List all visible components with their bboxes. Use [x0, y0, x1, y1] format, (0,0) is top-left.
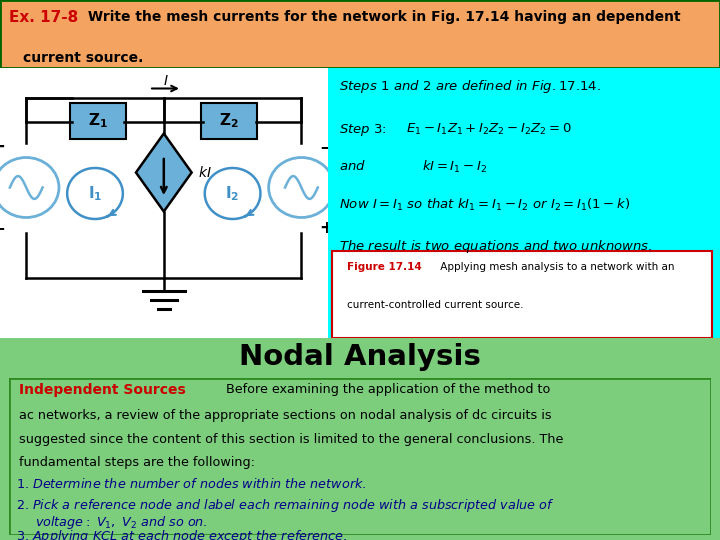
- Text: −: −: [0, 219, 5, 237]
- Text: $E_1 - I_1Z_1 + I_2Z_2 - I_2Z_2 = 0$: $E_1 - I_1Z_1 + I_2Z_2 - I_2Z_2 = 0$: [406, 122, 572, 137]
- Text: Applying mesh analysis to a network with an: Applying mesh analysis to a network with…: [438, 262, 675, 272]
- Text: $\mathit{Step\ 3}$:: $\mathit{Step\ 3}$:: [339, 122, 387, 138]
- Text: $\mathbf{I_2}$: $\mathbf{I_2}$: [225, 184, 240, 203]
- Text: 3. $\it{Applying\ KCL\ at\ each\ node\ except\ the\ reference.}$: 3. $\it{Applying\ KCL\ at\ each\ node\ e…: [16, 528, 347, 540]
- Text: $\it{voltage:\ V_1,\ V_2\ and\ so\ on.}$: $\it{voltage:\ V_1,\ V_2\ and\ so\ on.}$: [35, 514, 208, 531]
- FancyBboxPatch shape: [71, 104, 126, 139]
- Text: −: −: [319, 138, 333, 156]
- Text: $\it{I}$: $\it{I}$: [163, 74, 168, 88]
- Text: ac networks, a review of the appropriate sections on nodal analysis of dc circui: ac networks, a review of the appropriate…: [19, 409, 552, 422]
- Text: Independent Sources: Independent Sources: [19, 383, 186, 397]
- Text: $\mathit{Now}\ I = I_1\ \mathit{so\ that}\ kI_1 = I_1 - I_2\ \mathit{or}\ I_2 = : $\mathit{Now}\ I = I_1\ \mathit{so\ that…: [339, 197, 631, 213]
- Text: 1. $\it{Determine\ the\ number\ of\ nodes\ within\ the\ network.}$: 1. $\it{Determine\ the\ number\ of\ node…: [16, 477, 366, 491]
- Text: Ex. 17-8: Ex. 17-8: [9, 10, 78, 25]
- Text: $k\mathit{I}$: $k\mathit{I}$: [198, 165, 212, 180]
- Text: current-controlled current source.: current-controlled current source.: [347, 300, 523, 310]
- Text: $\mathit{E_2}$: $\mathit{E_2}$: [330, 179, 346, 195]
- Text: Figure 17.14: Figure 17.14: [347, 262, 422, 272]
- Text: $\mathbf{Z_2}$: $\mathbf{Z_2}$: [220, 112, 239, 130]
- Text: +: +: [319, 219, 333, 237]
- Polygon shape: [136, 133, 192, 212]
- Text: $\mathit{The\ result\ is\ two\ equations\ and\ two\ unknowns.}$: $\mathit{The\ result\ is\ two\ equations…: [339, 238, 653, 254]
- Text: $\mathbf{I_1}$: $\mathbf{I_1}$: [88, 184, 102, 203]
- Text: current source.: current source.: [23, 51, 143, 65]
- Text: $\mathit{Steps\ 1\ and\ 2\ are\ defined\ in\ Fig.17.14.}$: $\mathit{Steps\ 1\ and\ 2\ are\ defined\…: [339, 78, 601, 95]
- Text: $kI = I_1 - I_2$: $kI = I_1 - I_2$: [422, 159, 487, 176]
- Text: Nodal Analysis: Nodal Analysis: [239, 343, 481, 370]
- Text: suggested since the content of this section is limited to the general conclusion: suggested since the content of this sect…: [19, 433, 564, 446]
- Text: Before examining the application of the method to: Before examining the application of the …: [227, 383, 551, 396]
- Text: 2. $\it{Pick\ a\ reference\ node\ and\ label\ each\ remaining\ node\ with\ a\ su: 2. $\it{Pick\ a\ reference\ node\ and\ l…: [16, 497, 554, 514]
- Text: Write the mesh currents for the network in Fig. 17.14 having an dependent: Write the mesh currents for the network …: [83, 10, 680, 24]
- Text: +: +: [0, 138, 5, 156]
- Text: fundamental steps are the following:: fundamental steps are the following:: [19, 456, 255, 469]
- FancyBboxPatch shape: [202, 104, 257, 139]
- Text: $\mathbf{Z_1}$: $\mathbf{Z_1}$: [89, 112, 108, 130]
- Text: $\mathit{and}$: $\mathit{and}$: [339, 159, 366, 173]
- FancyBboxPatch shape: [331, 251, 712, 338]
